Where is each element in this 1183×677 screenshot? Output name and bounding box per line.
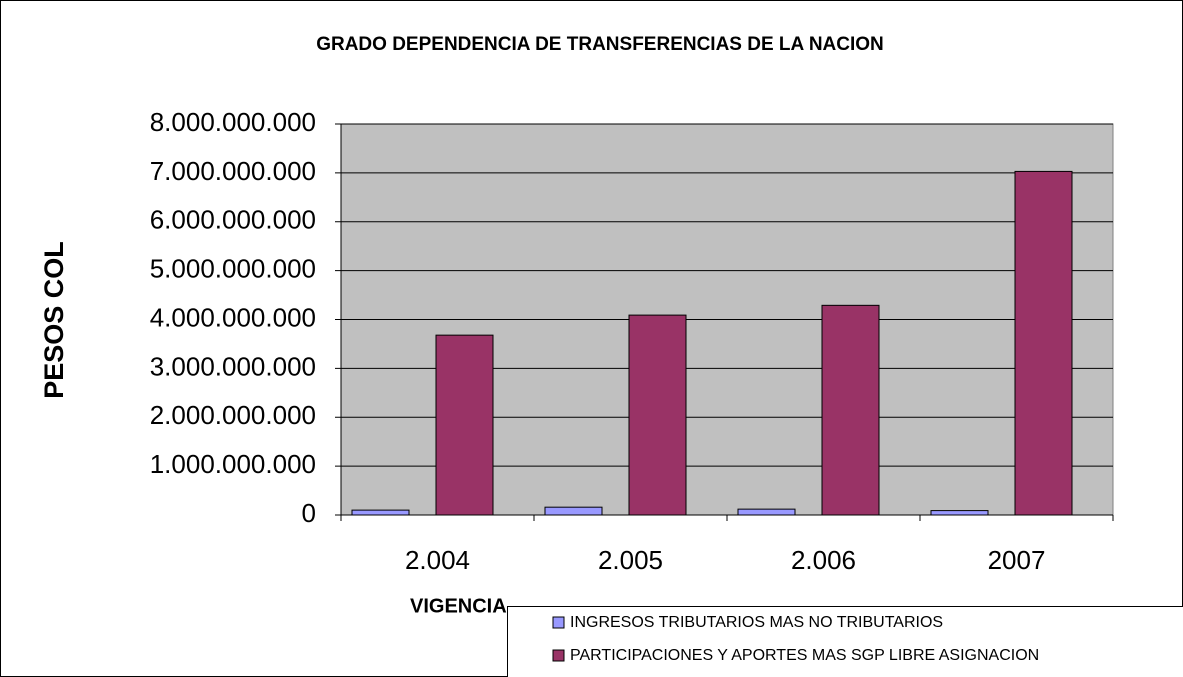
y-tick-label: 3.000.000.000 xyxy=(150,351,316,381)
chart-title: GRADO DEPENDENCIA DE TRANSFERENCIAS DE L… xyxy=(316,34,884,55)
legend-label: INGRESOS TRIBUTARIOS MAS NO TRIBUTARIOS xyxy=(570,614,943,631)
y-tick-label: 4.000.000.000 xyxy=(150,302,316,332)
bar xyxy=(821,304,880,516)
bar xyxy=(544,506,603,516)
y-axis-label: PESOS COL xyxy=(39,241,69,399)
x-tick-label: 2.005 xyxy=(598,545,663,575)
x-tick-label: 2.004 xyxy=(405,545,470,575)
x-tick-label: 2007 xyxy=(988,545,1046,575)
y-tick-label: 0 xyxy=(302,498,316,528)
bar xyxy=(737,508,796,516)
x-tick-label: 2.006 xyxy=(791,545,856,575)
y-tick-label: 8.000.000.000 xyxy=(150,107,316,137)
y-tick-label: 6.000.000.000 xyxy=(150,205,316,235)
bar xyxy=(628,314,687,516)
legend-swatch xyxy=(552,616,565,629)
bar xyxy=(1014,170,1073,516)
y-tick-label: 7.000.000.000 xyxy=(150,156,316,186)
bar xyxy=(351,509,410,516)
y-tick-label: 5.000.000.000 xyxy=(150,254,316,284)
legend-box xyxy=(507,606,1183,677)
y-tick-label: 2.000.000.000 xyxy=(150,400,316,430)
bar xyxy=(930,510,989,516)
legend-label: PARTICIPACIONES Y APORTES MAS SGP LIBRE … xyxy=(570,647,1039,664)
legend-swatch xyxy=(552,649,565,662)
y-tick-label: 1.000.000.000 xyxy=(150,449,316,479)
bar xyxy=(435,334,494,516)
x-axis-label: VIGENCIA xyxy=(410,595,507,617)
